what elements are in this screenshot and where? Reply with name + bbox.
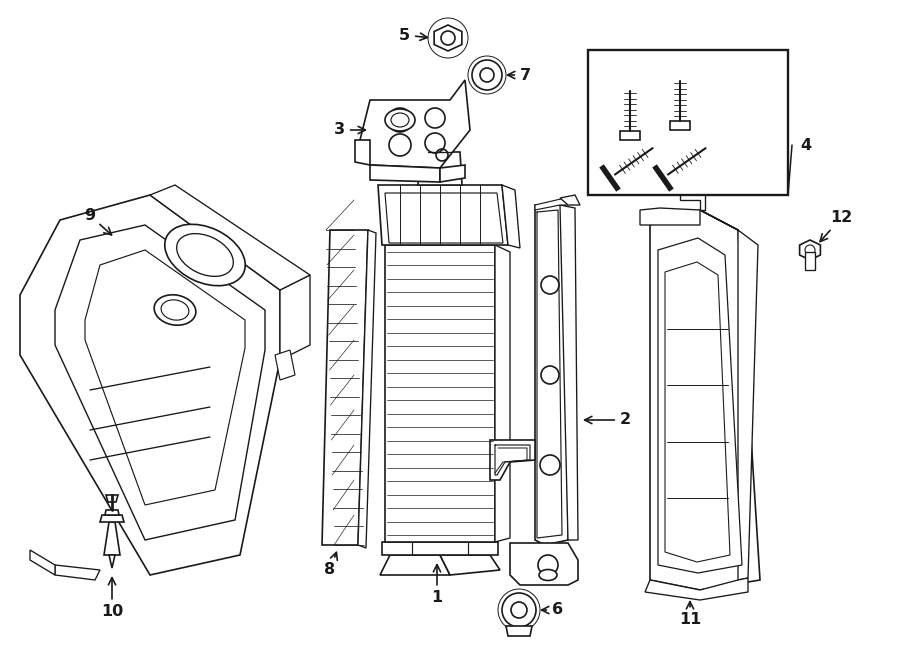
Text: 4: 4	[800, 138, 811, 152]
Polygon shape	[30, 550, 55, 575]
Text: 9: 9	[84, 207, 112, 235]
Polygon shape	[109, 555, 115, 568]
Polygon shape	[665, 262, 730, 562]
Polygon shape	[382, 542, 498, 555]
Polygon shape	[434, 25, 462, 51]
Polygon shape	[280, 275, 310, 360]
Text: 1: 1	[431, 565, 443, 606]
Text: 11: 11	[679, 602, 701, 628]
Polygon shape	[510, 543, 578, 585]
Text: 5: 5	[399, 28, 427, 42]
Polygon shape	[700, 210, 758, 580]
Text: 2: 2	[585, 412, 631, 428]
Polygon shape	[799, 240, 821, 260]
Ellipse shape	[176, 234, 233, 276]
Bar	[432, 138, 448, 150]
Polygon shape	[322, 230, 368, 545]
Bar	[670, 121, 690, 130]
Text: 3: 3	[334, 122, 365, 138]
Polygon shape	[490, 440, 535, 480]
Polygon shape	[385, 193, 503, 243]
Bar	[620, 131, 640, 140]
Polygon shape	[378, 185, 508, 245]
Text: 8: 8	[324, 552, 338, 577]
Text: 10: 10	[101, 578, 123, 620]
Polygon shape	[495, 245, 510, 542]
Ellipse shape	[161, 300, 189, 320]
Polygon shape	[106, 495, 118, 502]
Polygon shape	[440, 165, 465, 182]
Polygon shape	[560, 205, 578, 540]
Polygon shape	[105, 510, 119, 515]
Polygon shape	[650, 210, 760, 590]
Ellipse shape	[539, 569, 557, 581]
Polygon shape	[275, 350, 295, 380]
Polygon shape	[560, 195, 580, 205]
Polygon shape	[645, 578, 748, 600]
Bar	[588, 50, 788, 195]
Polygon shape	[418, 152, 462, 185]
Polygon shape	[150, 185, 310, 290]
Text: 12: 12	[820, 211, 852, 242]
Polygon shape	[680, 195, 705, 210]
Ellipse shape	[154, 295, 196, 325]
Ellipse shape	[165, 224, 245, 286]
Polygon shape	[104, 522, 120, 555]
Polygon shape	[535, 198, 568, 545]
Polygon shape	[380, 555, 450, 575]
Polygon shape	[502, 185, 520, 248]
Polygon shape	[355, 140, 370, 165]
Polygon shape	[360, 80, 470, 168]
Polygon shape	[55, 225, 265, 540]
Polygon shape	[20, 195, 280, 575]
Polygon shape	[358, 230, 376, 548]
Polygon shape	[506, 626, 532, 636]
Polygon shape	[100, 515, 124, 522]
Bar	[805, 252, 815, 270]
Polygon shape	[658, 238, 742, 573]
Polygon shape	[440, 555, 500, 575]
Polygon shape	[535, 198, 568, 210]
Polygon shape	[85, 250, 245, 505]
Polygon shape	[428, 137, 452, 152]
Ellipse shape	[385, 109, 415, 131]
Polygon shape	[370, 165, 440, 182]
Polygon shape	[55, 565, 100, 580]
Text: 7: 7	[508, 68, 531, 83]
Polygon shape	[385, 245, 495, 542]
Text: 6: 6	[542, 602, 563, 618]
Ellipse shape	[391, 113, 409, 127]
Polygon shape	[640, 208, 700, 225]
